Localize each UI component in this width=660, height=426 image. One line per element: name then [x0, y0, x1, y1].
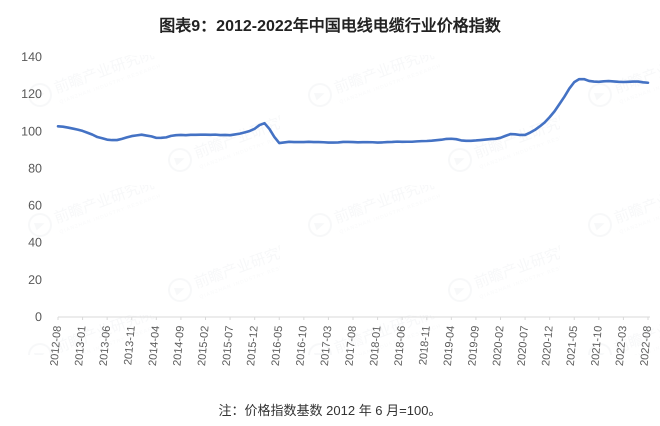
svg-text:2014-09: 2014-09 — [171, 325, 186, 366]
svg-text:2017-03: 2017-03 — [319, 325, 334, 366]
svg-text:40: 40 — [28, 236, 42, 250]
svg-text:2022-03: 2022-03 — [614, 325, 629, 366]
svg-text:2020-12: 2020-12 — [540, 325, 555, 366]
svg-text:2013-11: 2013-11 — [122, 325, 137, 365]
svg-text:2018-01: 2018-01 — [368, 325, 383, 366]
svg-text:2015-12: 2015-12 — [245, 325, 260, 366]
svg-text:100: 100 — [21, 124, 42, 138]
svg-text:2015-02: 2015-02 — [196, 325, 211, 366]
svg-text:2021-05: 2021-05 — [565, 325, 580, 366]
svg-text:2016-05: 2016-05 — [270, 325, 285, 366]
svg-text:2016-10: 2016-10 — [294, 325, 309, 366]
svg-text:120: 120 — [21, 87, 42, 101]
svg-text:2013-01: 2013-01 — [73, 325, 88, 366]
svg-text:2015-07: 2015-07 — [221, 325, 236, 366]
svg-text:2020-02: 2020-02 — [491, 325, 506, 366]
svg-text:140: 140 — [21, 50, 42, 64]
svg-text:2014-04: 2014-04 — [147, 325, 162, 366]
svg-text:2018-06: 2018-06 — [393, 325, 408, 366]
svg-text:2020-07: 2020-07 — [516, 325, 531, 366]
svg-text:2021-10: 2021-10 — [589, 325, 604, 366]
svg-text:80: 80 — [28, 161, 42, 175]
svg-text:2019-04: 2019-04 — [442, 325, 457, 366]
svg-text:20: 20 — [28, 273, 42, 287]
svg-text:2018-11: 2018-11 — [417, 325, 432, 365]
svg-text:2022-08: 2022-08 — [639, 325, 654, 366]
svg-text:0: 0 — [35, 310, 42, 324]
svg-text:2019-09: 2019-09 — [466, 325, 481, 366]
svg-text:2017-08: 2017-08 — [344, 325, 359, 366]
svg-text:2013-06: 2013-06 — [98, 325, 113, 366]
svg-text:60: 60 — [28, 199, 42, 213]
svg-text:2012-08: 2012-08 — [49, 325, 64, 366]
